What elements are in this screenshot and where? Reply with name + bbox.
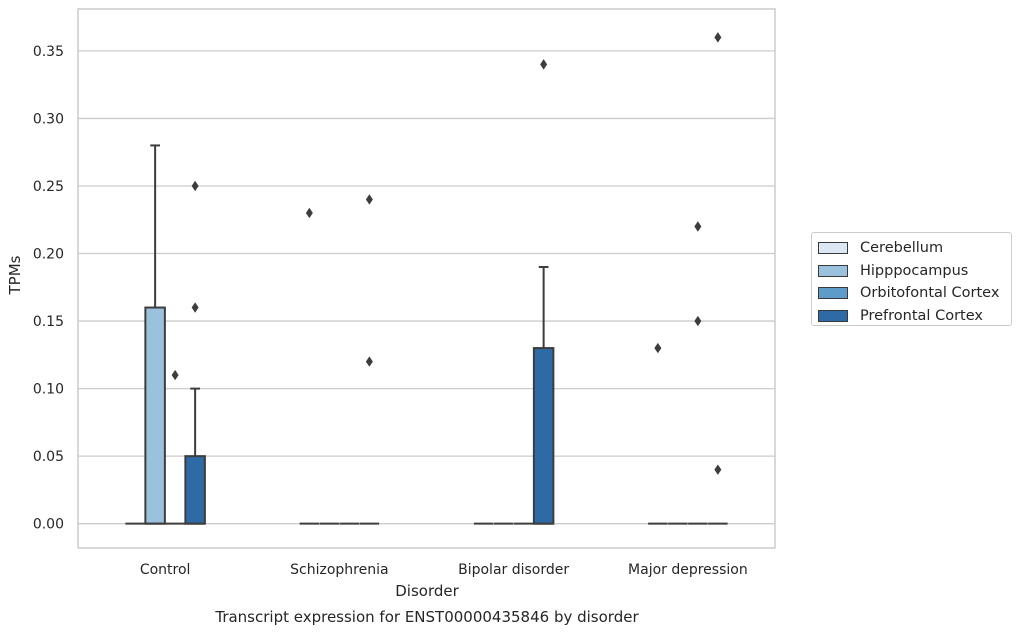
outlier-point	[191, 180, 199, 192]
box-iqr	[144, 306, 166, 525]
legend-item: Hipppocampus	[818, 260, 1011, 283]
chart-title: Transcript expression for ENST0000043584…	[214, 608, 639, 626]
x-tick-label: Bipolar disorder	[458, 562, 569, 578]
legend-label: Cerebellum	[860, 240, 944, 257]
legend-label: Orbitofontal Cortex	[860, 285, 1000, 302]
y-tick-label: 0.10	[33, 382, 64, 398]
y-tick-label: 0.05	[33, 449, 64, 465]
box	[184, 180, 206, 525]
y-axis-label: TPMs	[6, 255, 24, 295]
legend-item: Cerebellum	[818, 237, 1011, 260]
legend-item: Prefrontal Cortex	[818, 305, 1011, 328]
x-tick-label: Major depression	[628, 562, 748, 578]
box-iqr	[184, 455, 206, 525]
box	[648, 342, 668, 525]
outlier-point	[540, 59, 548, 70]
y-tick-label: 0.25	[33, 179, 64, 195]
outlier-point	[714, 32, 722, 43]
y-tick-label: 0.35	[33, 44, 64, 60]
legend: Cerebellum Hipppocampus Orbitofontal Corte…	[811, 232, 1012, 326]
outlier-point	[694, 221, 702, 232]
x-axis-ticks: Control Schizophrenia Bipolar disorder Majo…	[140, 562, 748, 578]
outlier-point	[171, 369, 179, 381]
box	[532, 59, 555, 525]
box	[359, 194, 380, 525]
y-tick-label: 0.30	[33, 111, 64, 127]
x-axis-label: Disorder	[395, 582, 459, 600]
legend-swatch	[818, 242, 848, 255]
legend-label: Prefrontal Cortex	[860, 307, 983, 324]
box	[688, 221, 708, 525]
legend-swatch	[818, 309, 848, 322]
outlier-point	[305, 207, 313, 219]
y-tick-label: 0.15	[33, 314, 64, 330]
legend-label: Hipppocampus	[860, 262, 969, 279]
y-tick-label: 0.00	[33, 517, 64, 533]
plot-frame	[77, 8, 776, 549]
y-axis-ticks: 0.00 0.05 0.10 0.15 0.20 0.25 0.30 0.35	[33, 44, 64, 533]
outlier-point	[191, 302, 199, 313]
outlier-point	[654, 342, 662, 354]
box	[299, 207, 320, 525]
box-marks	[125, 32, 728, 525]
outlier-point	[714, 464, 722, 475]
outlier-point	[694, 315, 702, 327]
gridlines	[78, 50, 775, 525]
box-iqr	[532, 347, 555, 525]
legend-swatch	[818, 264, 848, 277]
box	[144, 144, 166, 525]
box	[165, 369, 185, 525]
x-tick-label: Control	[140, 562, 191, 578]
legend-swatch	[818, 287, 848, 300]
y-tick-label: 0.20	[33, 247, 64, 263]
legend-item: Orbitofontal Cortex	[818, 282, 1011, 305]
x-tick-label: Schizophrenia	[290, 562, 388, 578]
outlier-point	[365, 194, 373, 205]
outlier-point	[365, 356, 373, 367]
box	[708, 32, 728, 525]
